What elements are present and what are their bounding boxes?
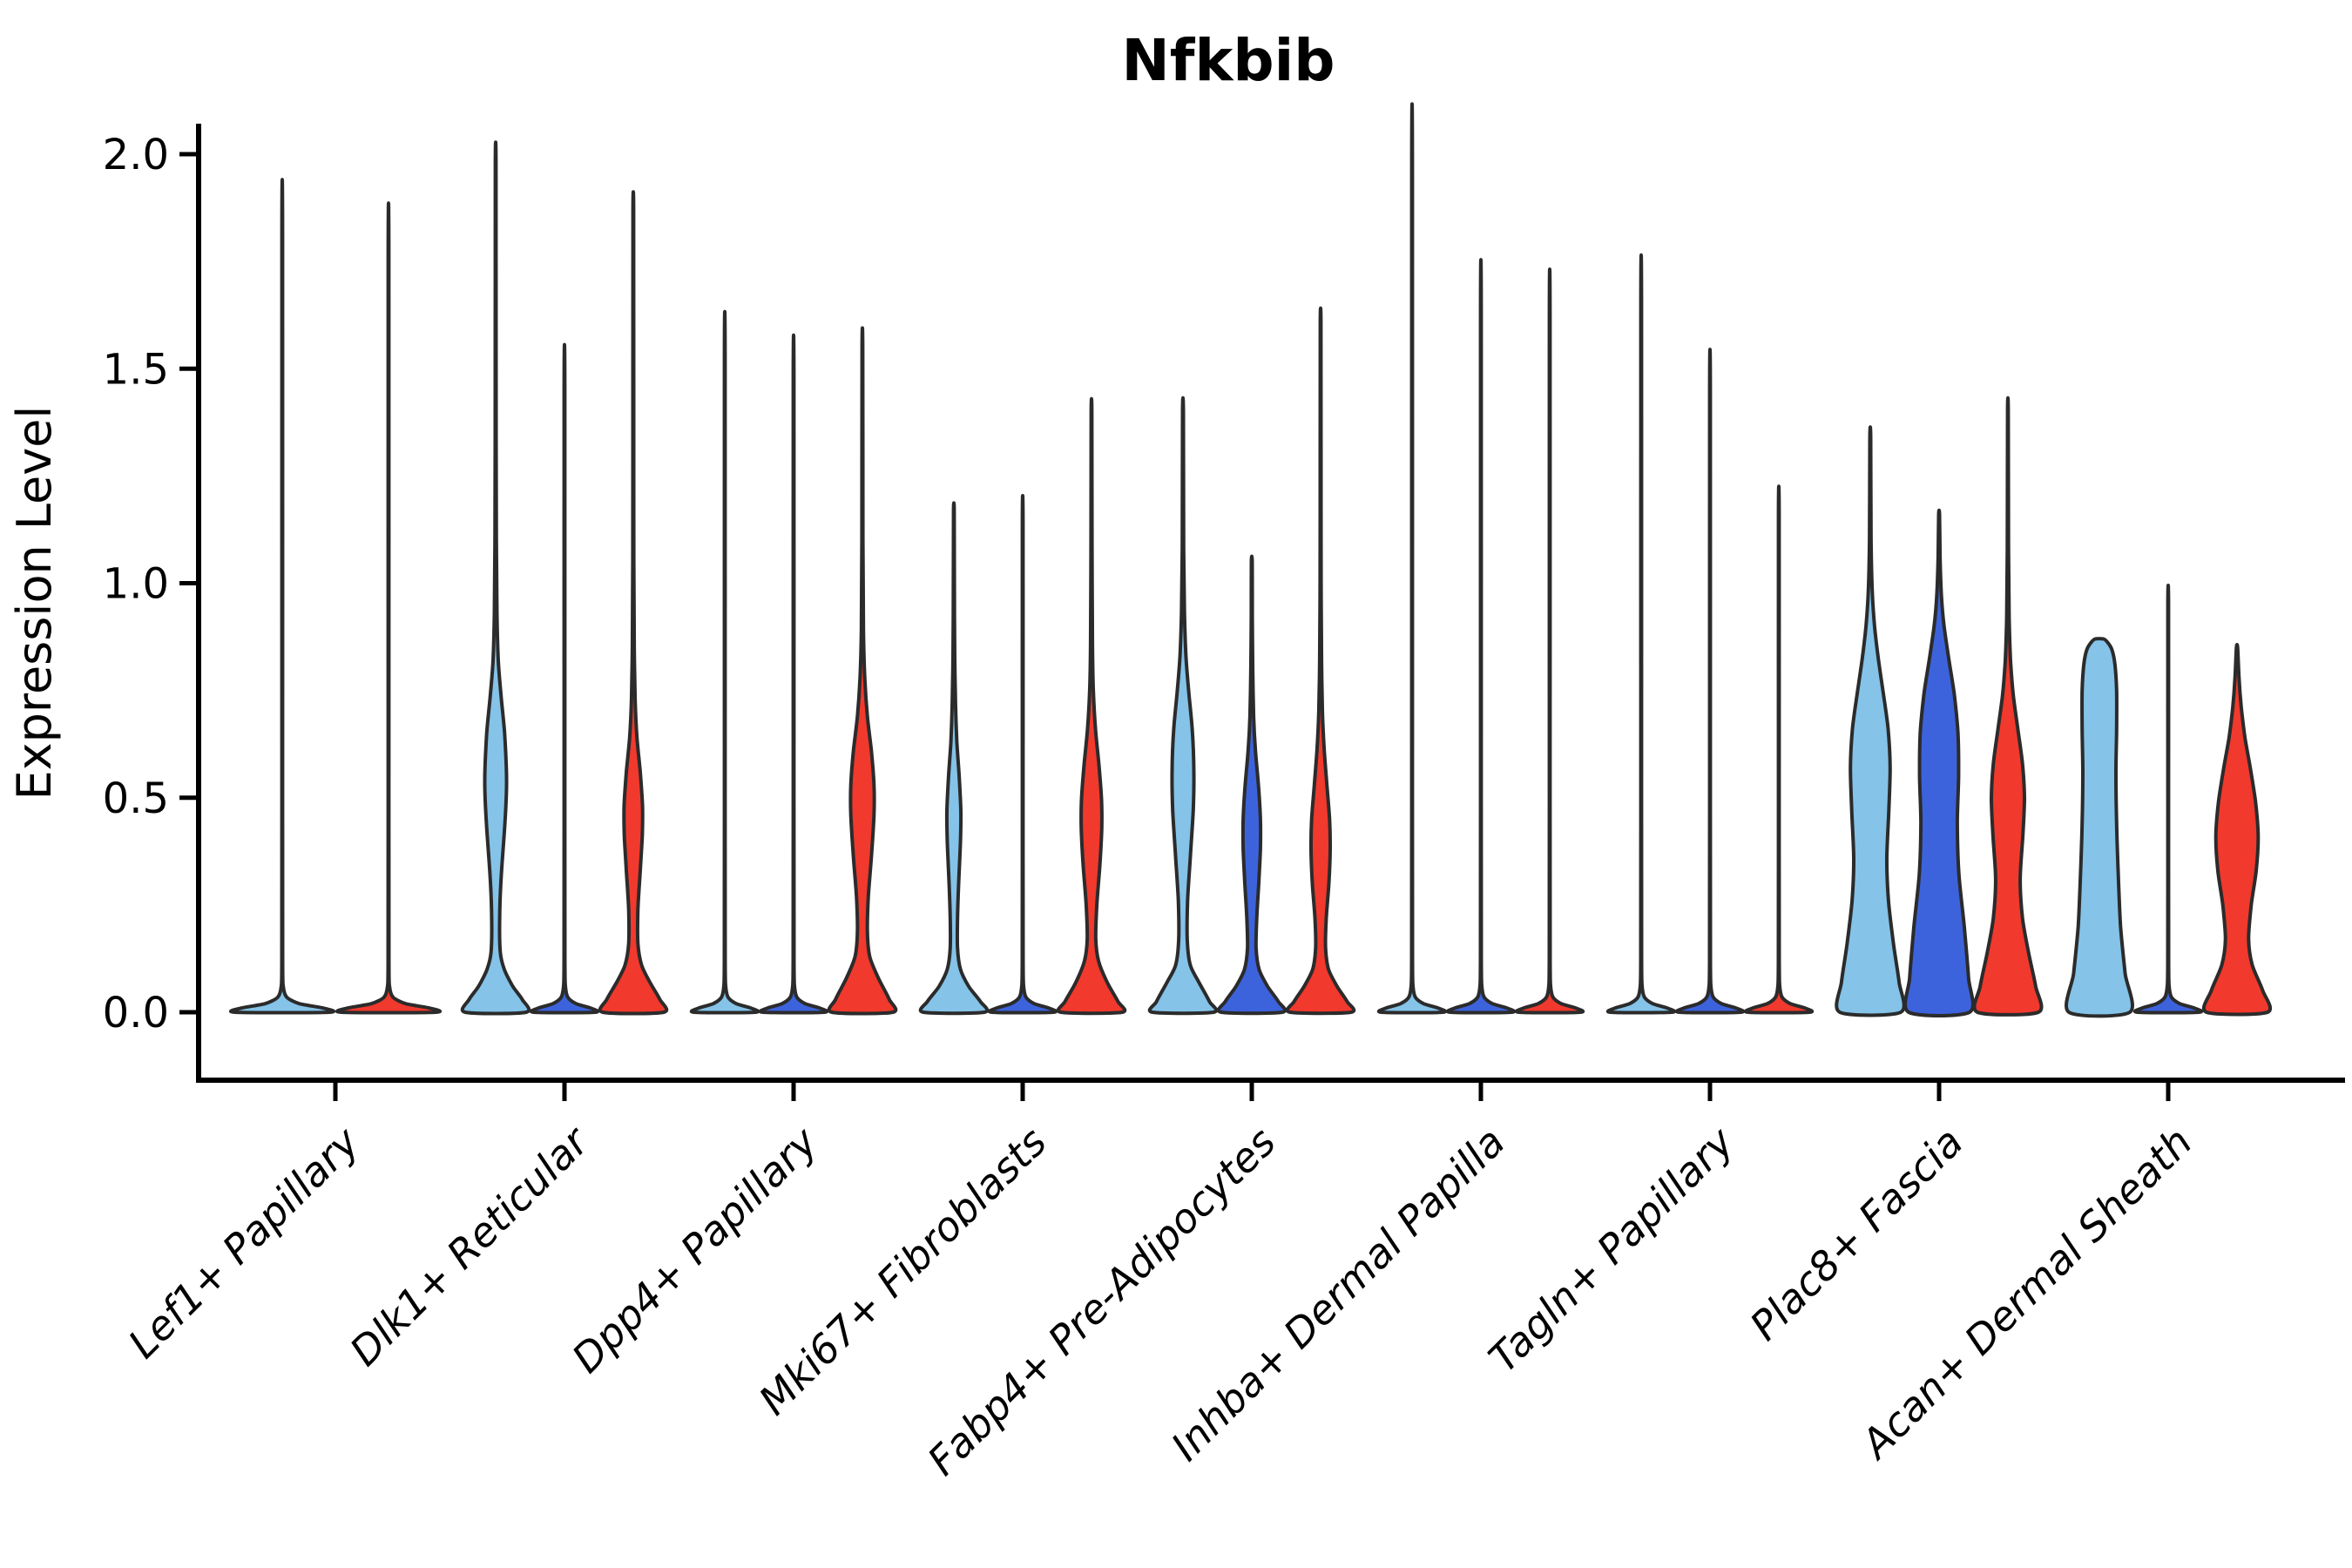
- y-tick-label-2.0: 2.0: [103, 131, 169, 179]
- violin-tagln-papillary-skyblue: [1605, 253, 1677, 1015]
- violin-mki67-fibroblasts-royalblue: [987, 494, 1058, 1015]
- violin-inhba-dermal-papilla-royalblue: [1445, 258, 1517, 1015]
- y-tick-label-1.5: 1.5: [103, 345, 169, 394]
- violin-fabp4-pre-adipocytes-red: [1285, 306, 1356, 1016]
- y-tick-label-0.5: 0.5: [103, 774, 169, 823]
- violin-tagln-papillary-red: [1743, 484, 1815, 1015]
- violin-lef1-papillary-skyblue: [228, 178, 336, 1015]
- x-tick-label-dlk1-reticular: Dlk1+ Reticular: [341, 1116, 599, 1375]
- violin-mki67-fibroblasts-skyblue: [918, 501, 990, 1016]
- violin-dlk1-reticular-skyblue: [460, 140, 531, 1016]
- axis-spines: [196, 124, 2345, 1083]
- chart-title: Nfkbib: [1122, 27, 1335, 94]
- violin-mki67-fibroblasts-red: [1056, 396, 1127, 1016]
- y-axis-label: Expression Level: [7, 406, 62, 801]
- x-tick-label-plac8-fascia: Plac8+ Fascia: [1740, 1119, 1971, 1349]
- violin-plac8-fascia-red: [1972, 395, 2044, 1017]
- violin-acan-dermal-sheath-red: [2201, 642, 2273, 1017]
- violin-acan-dermal-sheath-skyblue: [2065, 637, 2134, 1018]
- violins-layer: [228, 102, 2273, 1018]
- violin-acan-dermal-sheath-royalblue: [2132, 583, 2204, 1015]
- violin-inhba-dermal-papilla-skyblue: [1376, 102, 1448, 1015]
- violin-plac8-fascia-skyblue: [1835, 425, 1906, 1017]
- violin-fabp4-pre-adipocytes-skyblue: [1147, 395, 1219, 1016]
- violin-dpp4-papillary-skyblue: [689, 309, 760, 1015]
- violin-dpp4-papillary-red: [827, 326, 898, 1016]
- violin-inhba-dermal-papilla-red: [1514, 267, 1585, 1015]
- violin-dpp4-papillary-royalblue: [758, 333, 829, 1015]
- violin-dlk1-reticular-red: [598, 190, 669, 1016]
- violin-lef1-papillary-red: [335, 201, 443, 1015]
- y-tick-label-1.0: 1.0: [103, 560, 169, 609]
- violin-fabp4-pre-adipocytes-royalblue: [1216, 554, 1288, 1016]
- x-tick-label-tagln-papillary: Tagln+ Papillary: [1479, 1118, 1743, 1382]
- x-tick-label-lef1-papillary: Lef1+ Papillary: [119, 1118, 368, 1367]
- x-tick-label-dpp4-papillary: Dpp4+ Papillary: [563, 1118, 827, 1382]
- violin-dlk1-reticular-royalblue: [529, 342, 600, 1015]
- violin-tagln-papillary-royalblue: [1674, 348, 1746, 1015]
- violin-plac8-fascia-royalblue: [1903, 508, 1975, 1017]
- y-tick-label-0.0: 0.0: [103, 989, 169, 1037]
